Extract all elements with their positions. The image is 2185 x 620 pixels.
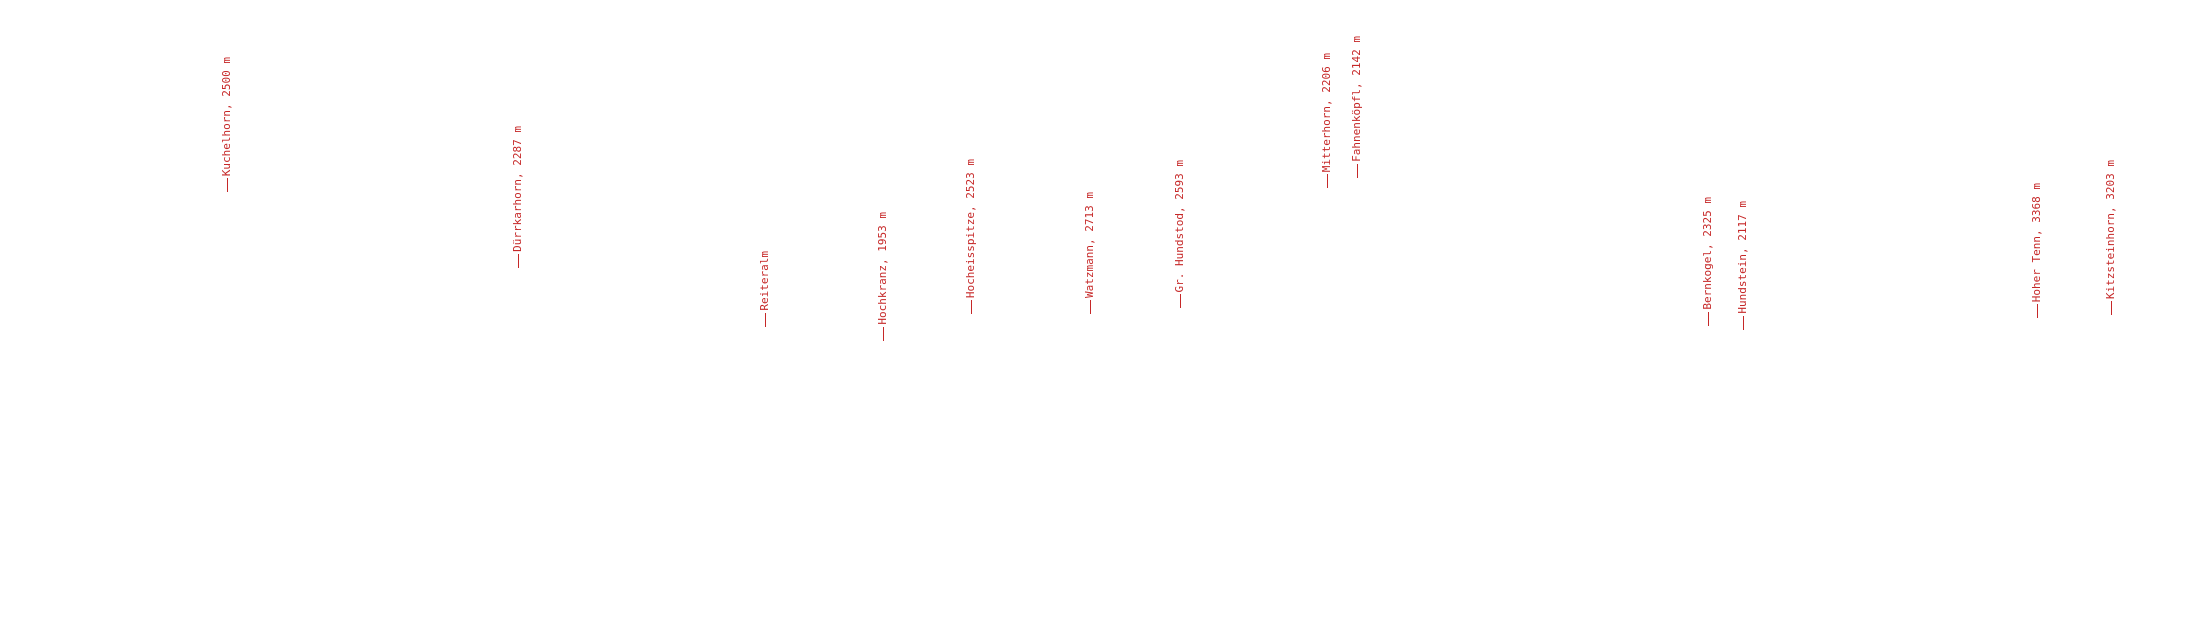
peak-tick	[1743, 316, 1744, 330]
peak-tick	[2037, 304, 2038, 318]
peak-label: Hochkranz, 1953 m	[876, 212, 889, 325]
peak-tick	[2111, 301, 2112, 315]
peak-tick	[1327, 174, 1328, 188]
peak-tick	[1708, 312, 1709, 326]
peak-tick	[765, 313, 766, 327]
peak-tick	[227, 178, 228, 192]
peak-label: Fahnenköpfl, 2142 m	[1350, 36, 1363, 162]
peak-tick	[971, 300, 972, 314]
peak-tick	[518, 254, 519, 268]
peak-label: Gr. Hundstod, 2593 m	[1173, 159, 1186, 292]
peak-label: Reiteralm	[758, 251, 771, 311]
peak-label: Hoher Tenn, 3368 m	[2030, 182, 2043, 302]
peak-label: Hundstein, 2117 m	[1736, 201, 1749, 314]
peak-tick	[1090, 300, 1091, 314]
peak-label: Watzmann, 2713 m	[1083, 192, 1096, 298]
peak-label: Bernkogel, 2325 m	[1701, 197, 1714, 310]
peak-label: Hocheisspitze, 2523 m	[964, 158, 977, 298]
peak-label: Kuchelhorn, 2500 m	[220, 56, 233, 176]
peak-tick	[1180, 294, 1181, 308]
peak-label: Kitzsteinhorn, 3203 m	[2104, 159, 2117, 299]
peak-label: Mitterhorn, 2206 m	[1320, 52, 1333, 172]
peak-tick	[883, 327, 884, 341]
peak-tick	[1357, 164, 1358, 178]
peak-label: Dürrkarhorn, 2287 m	[511, 126, 524, 252]
